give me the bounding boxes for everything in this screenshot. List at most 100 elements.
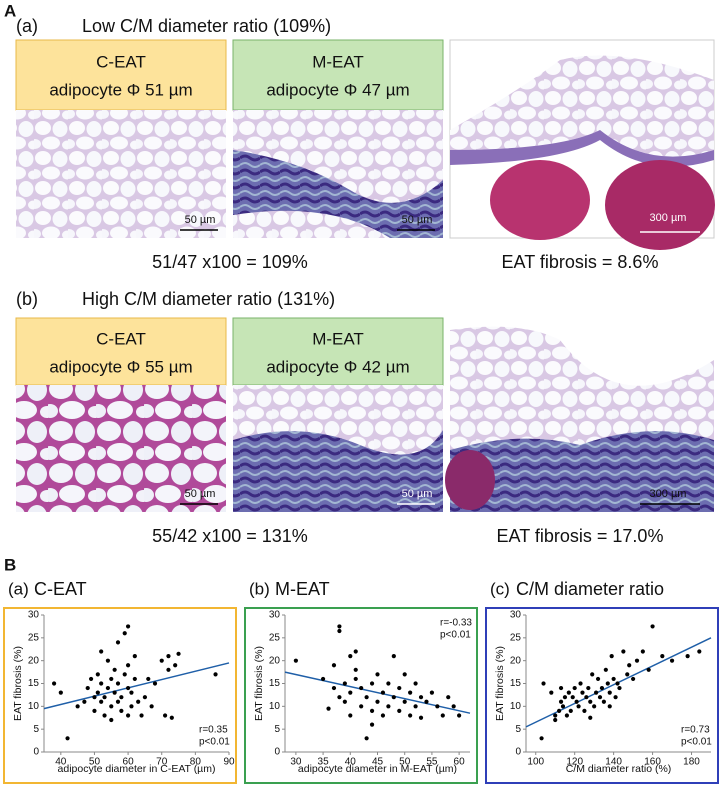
data-point [582, 708, 587, 714]
annotation: r=-0.33 [440, 618, 472, 629]
data-point [105, 685, 111, 691]
data-point [617, 685, 622, 691]
chart-label: (a) [8, 579, 29, 598]
data-point [142, 695, 148, 700]
data-point [342, 681, 347, 686]
fibrosis-region [450, 431, 714, 512]
data-point [364, 736, 369, 741]
box-name: C-EAT [96, 52, 146, 71]
fat-region [450, 55, 714, 157]
data-point [369, 722, 375, 727]
data-point [102, 695, 107, 700]
y-axis-label: EAT fibrosis (%) [12, 646, 24, 721]
data-point [95, 690, 100, 695]
data-point [125, 713, 131, 718]
y-tick-label: 0 [33, 747, 39, 758]
data-point [558, 685, 564, 691]
y-axis-label: EAT fibrosis (%) [494, 646, 506, 721]
chart-title: C/M diameter ratio [516, 579, 664, 599]
scale-label: 50 µm [402, 214, 433, 226]
annotation: p<0.01 [440, 630, 471, 641]
data-point [125, 685, 131, 691]
data-point [99, 699, 104, 704]
x-axis-label: C/M diameter ratio (%) [566, 763, 672, 775]
data-point [558, 699, 564, 704]
data-point [129, 704, 134, 709]
data-point [369, 681, 375, 686]
y-axis-label: EAT fibrosis (%) [253, 646, 265, 721]
muscle [445, 450, 495, 510]
data-point [562, 695, 568, 700]
chart-frame [244, 607, 478, 784]
data-point [599, 685, 605, 691]
fibrosis-text: EAT fibrosis = 8.6% [502, 252, 659, 272]
data-point [75, 704, 80, 709]
data-point [102, 713, 107, 718]
data-point [408, 690, 413, 695]
data-point [119, 708, 124, 714]
data-point [586, 685, 591, 691]
scale-label: 50 µm [185, 488, 216, 500]
data-point [213, 672, 218, 677]
data-point [564, 713, 569, 718]
data-point [592, 704, 597, 709]
data-point [613, 695, 618, 700]
data-point [574, 699, 579, 704]
data-point [380, 713, 386, 718]
data-point [320, 676, 326, 682]
data-point [609, 654, 614, 659]
row-title: Low C/M diameter ratio (109%) [82, 16, 331, 36]
y-tick-label: 25 [28, 632, 40, 643]
y-tick-label: 25 [510, 632, 522, 643]
fibrosis-band [233, 150, 443, 238]
ratio-text: 55/42 x100 = 131% [152, 526, 308, 546]
annotation: r=0.35 [199, 725, 228, 736]
c-eat-box [15, 39, 227, 111]
x-tick-label: 60 [123, 757, 135, 768]
data-point [576, 704, 581, 709]
data-point [364, 695, 369, 700]
data-point [159, 658, 164, 663]
data-point [58, 690, 63, 695]
row-title: High C/M diameter ratio (131%) [82, 289, 335, 309]
data-point [634, 658, 640, 663]
chart-title: C-EAT [34, 579, 87, 599]
data-point [660, 654, 665, 659]
annotation: p<0.01 [199, 737, 230, 748]
x-tick-label: 180 [683, 757, 700, 768]
data-point [418, 695, 424, 700]
data-point [85, 685, 90, 691]
x-tick-label: 160 [644, 757, 661, 768]
y-tick-label: 30 [510, 610, 522, 621]
data-point [173, 663, 178, 668]
x-tick-label: 100 [527, 757, 544, 768]
m-eat-box [232, 39, 444, 111]
x-axis-label: adipocyte diameter in C-EAT (µm) [58, 763, 216, 775]
chart-frame [3, 607, 237, 784]
data-point [109, 717, 114, 723]
data-point [541, 681, 546, 686]
y-tick-label: 20 [510, 655, 522, 666]
fibrosis-band [450, 130, 714, 167]
histology-image [16, 110, 226, 238]
histology-image [16, 385, 226, 512]
x-tick-label: 140 [605, 757, 622, 768]
box-desc: adipocyte Φ 55 µm [49, 357, 192, 376]
data-point [457, 713, 462, 718]
data-point [408, 713, 413, 718]
data-point [169, 715, 174, 720]
data-point [397, 708, 402, 714]
x-axis-label: adipocyte diameter in M-EAT (µm) [298, 763, 457, 775]
muscle [490, 160, 590, 240]
data-point [99, 649, 104, 654]
data-point [640, 649, 645, 654]
data-point [122, 631, 127, 636]
x-tick-label: 60 [454, 757, 466, 768]
y-tick-label: 30 [28, 610, 40, 621]
x-tick-label: 40 [345, 757, 357, 768]
data-point [605, 681, 610, 686]
scale-label: 300 µm [650, 488, 687, 500]
data-point [578, 681, 583, 686]
chart-label: (b) [249, 579, 270, 598]
